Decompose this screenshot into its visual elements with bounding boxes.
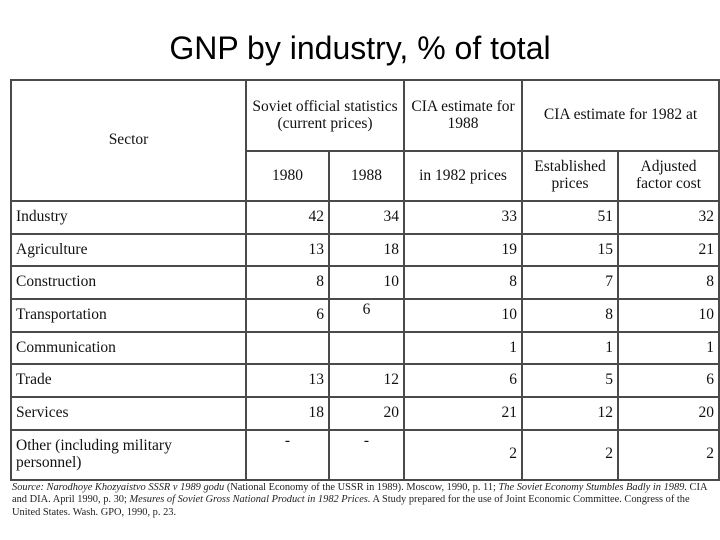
header-soviet-stats: Soviet official statistics (current pric…	[244, 79, 406, 152]
value-1980: 13	[245, 232, 330, 268]
value-1980: 13	[245, 363, 330, 399]
value-cia-1988: 10	[403, 298, 524, 333]
gnp-table: Sector Soviet official statistics (curre…	[10, 79, 720, 481]
value-established: 8	[521, 298, 620, 333]
value-1980: 18	[245, 396, 330, 431]
value-cia-1988: 33	[403, 200, 524, 235]
value-1988: 18	[327, 232, 406, 268]
value-1988: 34	[327, 200, 406, 235]
value-cia-1988: 21	[403, 396, 524, 431]
header-cia-1988: CIA estimate for 1988	[403, 79, 524, 152]
value-1988: 20	[327, 396, 406, 431]
value-cia-1988: 1	[403, 330, 524, 366]
header-row-sub: 1980 1988 in 1982 prices Established pri…	[11, 150, 720, 202]
sector-label: Agriculture	[10, 232, 247, 268]
sector-label: Communication	[10, 330, 247, 366]
value-adjusted: 32	[617, 200, 720, 235]
value-cia-1988: 8	[403, 265, 524, 301]
value-established: 15	[521, 232, 620, 268]
source-note: Source: Narodhoye Khozyaistvo SSSR v 198…	[12, 482, 712, 519]
source-text-3: A Study prepared for the use of Joint Ec…	[12, 494, 690, 518]
value-1988: 10	[327, 265, 406, 301]
table-row: Other (including military personnel) - -…	[10, 428, 720, 481]
source-title-1: Narodhoye Khozyaistvo SSSR v 1989 godu	[46, 482, 225, 493]
value-1988: 6	[327, 298, 406, 333]
header-adjusted-factor-cost: Adjusted factor cost	[617, 150, 720, 202]
table-row: Agriculture 13 18 19 15 21	[10, 232, 720, 268]
source-text-1: (National Economy of the USSR in 1989). …	[224, 482, 499, 493]
sector-label: Industry	[10, 200, 247, 235]
value-adjusted: 8	[617, 265, 720, 301]
value-1988: 12	[327, 363, 406, 399]
value-1988: -	[327, 428, 406, 481]
value-1980	[245, 330, 330, 366]
slide-title: GNP by industry, % of total	[169, 30, 551, 66]
value-1980: 8	[245, 265, 330, 301]
value-1988	[327, 330, 406, 366]
value-cia-1988: 6	[403, 363, 524, 399]
header-1988: 1988	[327, 150, 406, 202]
value-established: 2	[521, 428, 620, 481]
value-adjusted: 2	[617, 428, 720, 481]
table-row: Trade 13 12 6 5 6	[10, 363, 720, 399]
header-cia-1982: CIA estimate for 1982 at	[521, 79, 720, 152]
value-adjusted: 21	[617, 232, 720, 268]
sector-label: Trade	[10, 363, 247, 399]
source-title-3: Mesures of Soviet Gross National Product…	[129, 494, 371, 506]
value-established: 12	[521, 396, 620, 431]
sector-label: Transportation	[10, 298, 247, 333]
table-row: Industry 42 34 33 51 32	[10, 200, 720, 235]
value-established: 1	[521, 330, 620, 366]
source-label: Source:	[12, 482, 44, 493]
table-row: Services 18 20 21 12 20	[10, 396, 720, 431]
value-established: 7	[521, 265, 620, 301]
sector-label: Other (including military personnel)	[10, 428, 247, 481]
value-cia-1988: 2	[403, 428, 524, 481]
sector-label: Services	[10, 396, 247, 431]
value-established: 5	[521, 363, 620, 399]
value-1980: -	[245, 428, 330, 481]
source-text-2: CIA and DIA. April 1990, p. 30;	[12, 482, 707, 506]
header-row-top: Sector Soviet official statistics (curre…	[10, 79, 720, 202]
value-1980: 6	[245, 298, 330, 333]
sector-label: Construction	[10, 265, 247, 301]
value-adjusted: 20	[617, 396, 720, 431]
table-row: Construction 8 10 8 7 8	[10, 265, 720, 301]
table-row: Transportation 6 6 10 8 10	[10, 298, 720, 333]
header-1980: 1980	[245, 150, 330, 202]
value-established: 51	[521, 200, 620, 235]
header-established-prices: Established prices	[521, 150, 620, 202]
value-adjusted: 10	[617, 298, 720, 333]
value-1980: 42	[245, 200, 330, 235]
source-title-2: The Soviet Economy Stumbles Badly in 198…	[498, 482, 687, 493]
value-adjusted: 1	[617, 330, 720, 366]
value-cia-1988: 19	[403, 232, 524, 268]
table-row: Communication 1 1 1	[10, 330, 720, 366]
header-in-1982-prices: in 1982 prices	[403, 150, 524, 202]
value-adjusted: 6	[617, 363, 720, 399]
header-sector: Sector	[10, 79, 247, 202]
